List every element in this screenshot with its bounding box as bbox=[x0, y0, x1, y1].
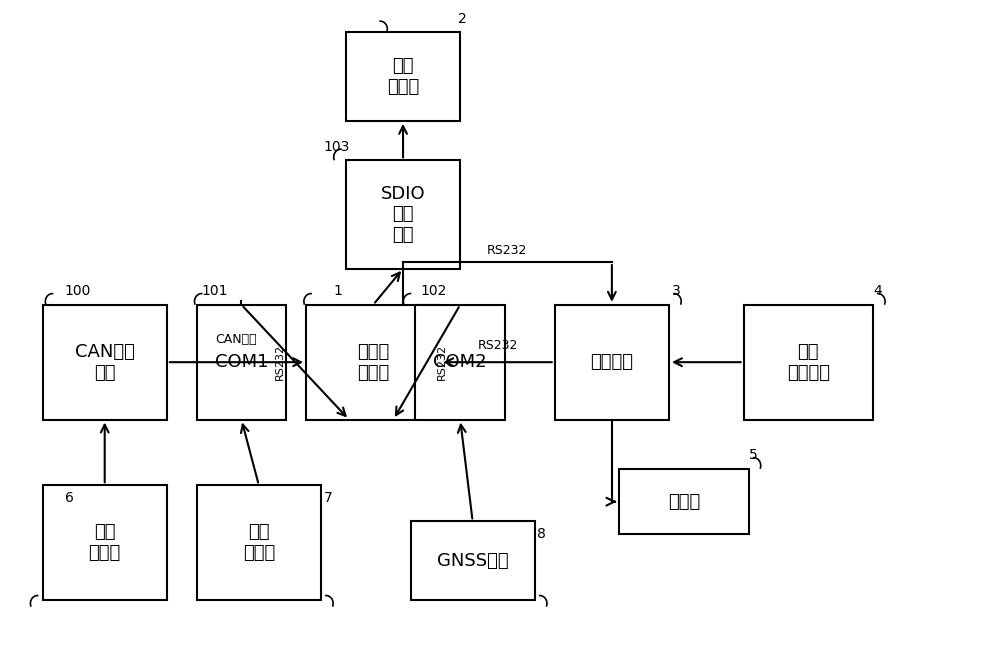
Text: RS232: RS232 bbox=[275, 344, 285, 380]
Text: CAN总线
接口: CAN总线 接口 bbox=[75, 343, 135, 381]
Text: 远控端: 远控端 bbox=[668, 493, 700, 510]
Text: CAN报文: CAN报文 bbox=[216, 333, 257, 346]
Text: RS232: RS232 bbox=[477, 340, 518, 352]
Text: 轮速
传感器: 轮速 传感器 bbox=[89, 523, 121, 562]
Text: SDIO
通信
接口: SDIO 通信 接口 bbox=[381, 185, 425, 244]
Text: RS232: RS232 bbox=[487, 244, 527, 257]
Text: RS232: RS232 bbox=[437, 344, 447, 380]
Text: 3: 3 bbox=[672, 284, 680, 298]
Text: 本地
存储器: 本地 存储器 bbox=[387, 57, 419, 96]
Bar bbox=[346, 160, 460, 269]
Text: 5: 5 bbox=[749, 448, 757, 462]
Text: 通信模块: 通信模块 bbox=[590, 354, 633, 371]
Bar bbox=[306, 305, 440, 420]
Text: 102: 102 bbox=[420, 284, 447, 298]
Text: 地面
差分基站: 地面 差分基站 bbox=[787, 343, 830, 381]
Bar bbox=[555, 305, 669, 420]
Text: 7: 7 bbox=[323, 491, 332, 505]
Text: 100: 100 bbox=[65, 284, 91, 298]
Bar bbox=[197, 485, 321, 600]
Bar bbox=[744, 305, 873, 420]
Text: COM2: COM2 bbox=[433, 354, 487, 371]
Text: 惯性
传感器: 惯性 传感器 bbox=[243, 523, 275, 562]
Bar bbox=[415, 305, 505, 420]
Text: 103: 103 bbox=[323, 140, 350, 154]
Text: 101: 101 bbox=[202, 284, 228, 298]
Text: 2: 2 bbox=[458, 12, 466, 26]
Bar bbox=[43, 485, 167, 600]
Text: GNSS模块: GNSS模块 bbox=[437, 551, 508, 570]
Text: 1: 1 bbox=[333, 284, 342, 298]
Text: 4: 4 bbox=[873, 284, 882, 298]
Bar bbox=[197, 305, 286, 420]
Bar bbox=[619, 469, 749, 534]
Text: COM1: COM1 bbox=[215, 354, 268, 371]
Bar bbox=[411, 522, 535, 600]
Text: 6: 6 bbox=[65, 491, 74, 505]
Bar bbox=[43, 305, 167, 420]
Text: 嵌入式
控制器: 嵌入式 控制器 bbox=[357, 343, 389, 381]
Bar bbox=[346, 32, 460, 121]
Text: 8: 8 bbox=[537, 527, 546, 541]
